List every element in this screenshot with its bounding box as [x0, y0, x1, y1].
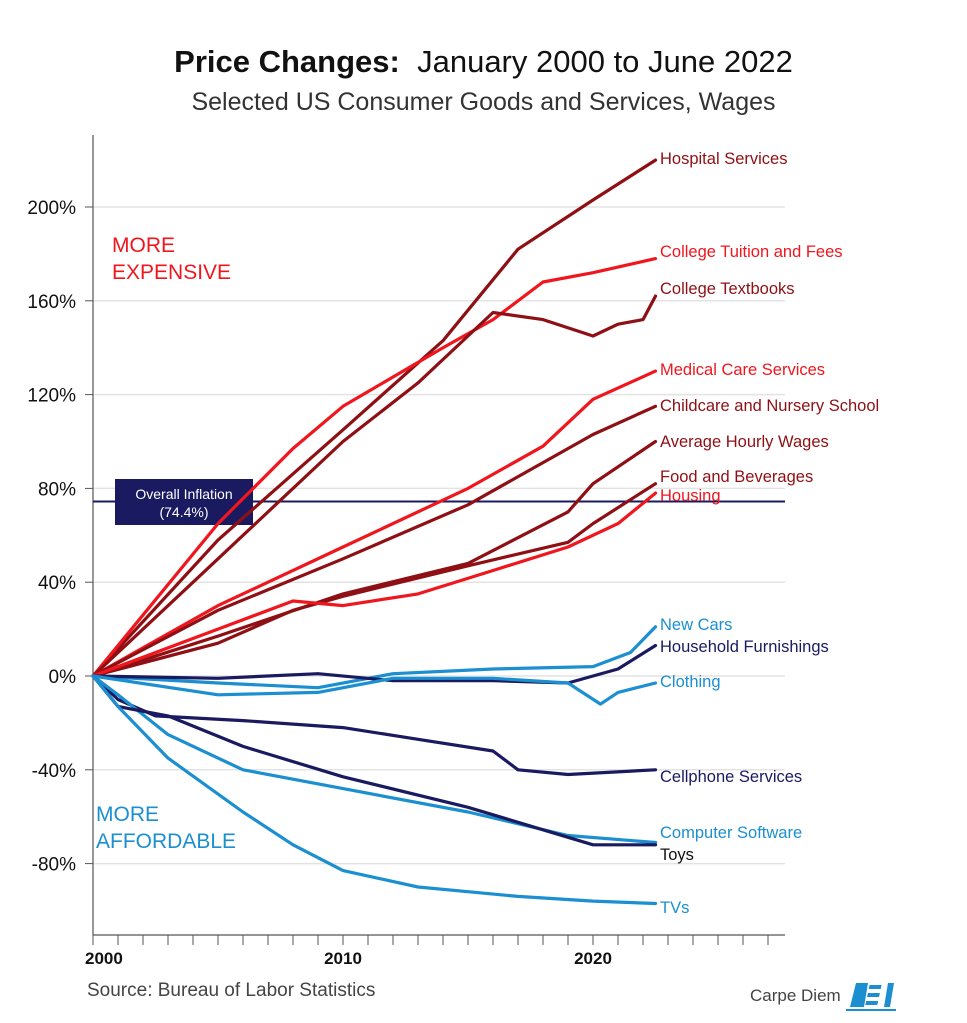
y-tick-label: 200% — [27, 198, 76, 219]
brand-label: Carpe Diem — [750, 986, 841, 1005]
series-line-average-hourly-wages — [91, 439, 658, 678]
series-line-clothing — [91, 674, 658, 706]
x-tick-label: 2000 — [85, 949, 123, 968]
series-line-cellphone-services — [91, 674, 658, 777]
x-tick-label: 2010 — [324, 949, 362, 968]
y-tick-label: 0% — [49, 667, 77, 688]
series-label: TVs — [660, 899, 689, 917]
inflation-label: Overall Inflation — [135, 486, 232, 502]
series-line-college-textbooks — [91, 294, 658, 678]
x-tick-label: 2020 — [574, 949, 612, 968]
series-line-toys — [91, 674, 658, 847]
series-line-college-tuition-and-fees — [91, 257, 658, 678]
series-label: Clothing — [660, 673, 721, 691]
more-expensive-label: EXPENSIVE — [112, 261, 231, 284]
y-tick-label: -40% — [32, 761, 76, 782]
series-label: New Cars — [660, 616, 732, 634]
series-label: Cellphone Services — [660, 768, 802, 786]
y-tick-label: 120% — [27, 386, 76, 407]
chart-subtitle: Selected US Consumer Goods and Services,… — [191, 88, 776, 116]
series-line-food-and-beverages — [91, 482, 658, 678]
y-tick-label: 160% — [27, 292, 76, 313]
series-label: Housing — [660, 487, 721, 505]
series-line-computer-software — [91, 674, 658, 845]
series-label: Computer Software — [660, 824, 802, 842]
series-label: Food and Beverages — [660, 468, 813, 486]
more-affordable-label: MORE — [96, 803, 159, 826]
series-label: Medical Care Services — [660, 361, 825, 379]
series-label: Household Furnishings — [660, 638, 829, 656]
inflation-label: (74.4%) — [159, 504, 208, 520]
series-line-childcare-and-nursery-school — [91, 404, 658, 678]
series-line-housing — [91, 491, 658, 678]
series-line-tvs — [91, 674, 658, 906]
series-label: College Tuition and Fees — [660, 243, 843, 261]
series-label: Average Hourly Wages — [660, 433, 829, 451]
source-note: Source: Bureau of Labor Statistics — [87, 980, 376, 1001]
series-label: College Textbooks — [660, 280, 795, 298]
chart-title: Price Changes: January 2000 to June 2022 — [174, 44, 793, 79]
series-label: Childcare and Nursery School — [660, 397, 879, 415]
series-line-hospital-services — [91, 158, 658, 678]
series-line-household-furnishings — [91, 643, 658, 685]
y-tick-label: 40% — [38, 573, 76, 594]
series-line-new-cars — [91, 625, 658, 690]
y-tick-label: -80% — [32, 855, 76, 876]
y-tick-label: 80% — [38, 479, 76, 500]
series-line-medical-care-services — [91, 369, 658, 678]
more-expensive-label: MORE — [112, 234, 175, 257]
more-affordable-label: AFFORDABLE — [96, 830, 236, 853]
series-label: Toys — [660, 846, 694, 864]
inflation-box — [115, 479, 253, 525]
series-label: Hospital Services — [660, 150, 787, 168]
